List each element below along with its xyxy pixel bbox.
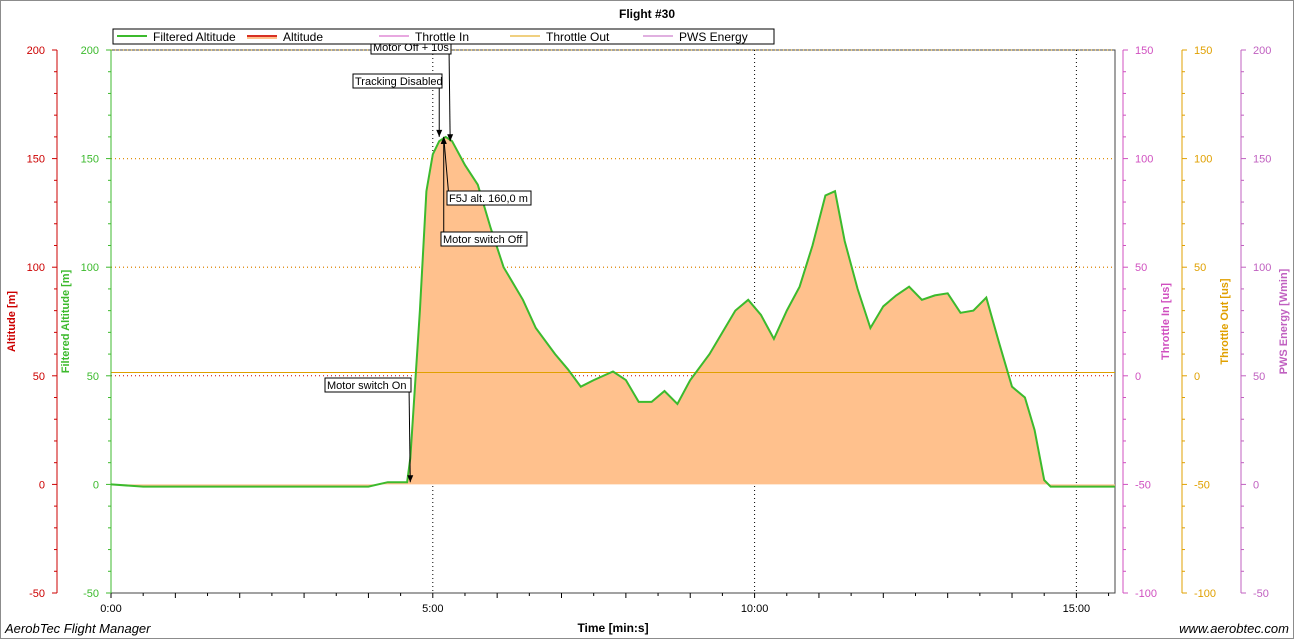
annotation-label: Motor switch Off <box>443 234 523 246</box>
x-tick-label: 5:00 <box>422 603 443 615</box>
y-tick-label: 100 <box>1253 262 1271 274</box>
y-tick-label: 50 <box>33 371 45 383</box>
annotation-label: Tracking Disabled <box>355 76 443 88</box>
app-name: AerobTec Flight Manager <box>5 621 151 636</box>
y-tick-label: 0 <box>1253 479 1259 491</box>
y-tick-label: 0 <box>1135 371 1141 383</box>
annotation-box <box>440 231 528 247</box>
annotation-arrowhead <box>407 475 414 483</box>
altitude-area <box>111 136 1115 487</box>
y-tick-label: 150 <box>27 154 45 166</box>
y-tick-label: 0 <box>39 479 45 491</box>
annotation: F5J alt. 160,0 m <box>440 136 532 206</box>
y-tick-label: 200 <box>81 45 99 57</box>
y-tick-label: 100 <box>1194 154 1212 166</box>
annotation-box <box>446 190 532 206</box>
annotation: Motor Off + 10s <box>370 39 454 142</box>
y-tick-label: -50 <box>1194 479 1210 491</box>
y-axis-label: PWS Energy [Wmin] <box>1278 268 1290 374</box>
x-tick-label: 15:00 <box>1063 603 1091 615</box>
annotation-label: F5J alt. 160,0 m <box>449 193 528 205</box>
x-axis-label: Time [min:s] <box>577 621 648 635</box>
legend-box <box>112 28 775 45</box>
y-tick-label: 150 <box>81 154 99 166</box>
y-tick-label: 200 <box>27 45 45 57</box>
legend-item-label: Throttle In <box>415 30 469 44</box>
annotation-arrowhead <box>447 134 454 142</box>
legend-item-label: Altitude <box>283 30 323 44</box>
annotation-arrowhead <box>436 129 443 137</box>
annotation-label: Motor Off + 10s <box>373 42 449 54</box>
y-tick-label: 50 <box>87 371 99 383</box>
y-tick-label: -50 <box>1253 588 1269 600</box>
annotation-layer: Motor Off + 10s Tracking Disabled F5J alt.… <box>324 39 532 483</box>
website-link[interactable]: www.aerobtec.com <box>1179 621 1289 636</box>
legend: Filtered Altitude Altitude Throttle In Thro… <box>112 28 775 45</box>
y-axis-label: Throttle In [us] <box>1160 283 1172 360</box>
y-axis-label: Altitude [m] <box>6 291 18 352</box>
annotation: Motor switch Off <box>440 136 528 247</box>
y-tick-label: -50 <box>83 588 99 600</box>
y-tick-label: -100 <box>1194 588 1216 600</box>
annotation: Motor switch On <box>324 377 414 483</box>
axes-layer: 0:00 5:00 10:00 15:00 -50 0 50 100 150 200 Altitud… <box>6 45 1290 615</box>
y-tick-label: 200 <box>1253 45 1271 57</box>
y-tick-label: 150 <box>1135 45 1153 57</box>
y-tick-label: 0 <box>93 479 99 491</box>
chart-title: Flight #30 <box>619 7 675 21</box>
altitude-area-layer <box>110 135 1115 488</box>
y-tick-label: -100 <box>1135 588 1157 600</box>
annotation-arrowhead <box>440 136 447 144</box>
legend-item-label: PWS Energy <box>679 30 748 44</box>
annotation-pointer <box>408 384 411 483</box>
annotation: Tracking Disabled <box>352 73 443 137</box>
x-tick-label: 10:00 <box>741 603 769 615</box>
annotation-box <box>324 377 412 393</box>
y-tick-label: 50 <box>1253 371 1265 383</box>
y-tick-label: 150 <box>1194 45 1212 57</box>
annotation-pointer <box>443 136 450 199</box>
legend-item-label: Filtered Altitude <box>153 30 236 44</box>
y-tick-label: -50 <box>1135 479 1151 491</box>
x-tick-label: 0:00 <box>100 603 121 615</box>
y-tick-label: 0 <box>1194 371 1200 383</box>
y-tick-label: 50 <box>1194 262 1206 274</box>
y-tick-label: 100 <box>1135 154 1153 166</box>
y-axis-label: Filtered Altitude [m] <box>60 269 72 373</box>
annotation-pointer <box>448 46 451 142</box>
y-tick-label: -50 <box>29 588 45 600</box>
legend-swatch <box>247 35 277 39</box>
y-tick-label: 50 <box>1135 262 1147 274</box>
legend-item-label: Throttle Out <box>546 30 610 44</box>
y-tick-label: 100 <box>27 262 45 274</box>
y-tick-label: 100 <box>81 262 99 274</box>
filtered-altitude-line <box>110 135 1115 488</box>
y-tick-label: 150 <box>1253 154 1271 166</box>
annotation-box <box>352 73 443 89</box>
y-axis-label: Throttle Out [us] <box>1219 278 1231 364</box>
annotation-label: Motor switch On <box>327 380 406 392</box>
